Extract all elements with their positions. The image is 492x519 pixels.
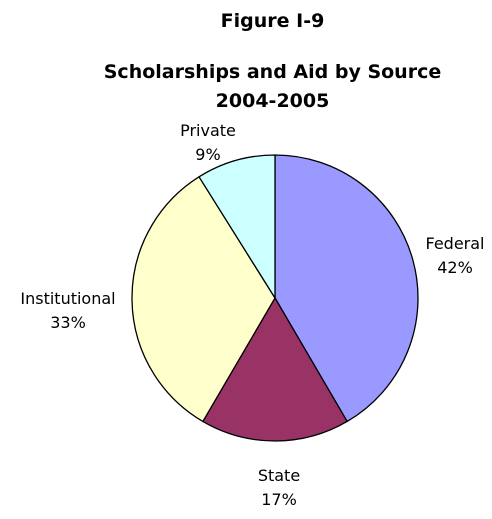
pie-slice-federal: [274, 154, 419, 423]
pie-slice-private: [198, 154, 276, 299]
slice-label-private: Private 9%: [168, 119, 248, 167]
chart-subtitle: 2004-2005: [215, 90, 330, 112]
slice-label-federal: Federal 42%: [410, 232, 492, 280]
chart-title: Scholarships and Aid by Source: [103, 61, 442, 83]
slice-label-federal-name: Federal: [425, 234, 485, 253]
pie-slice-state: [202, 297, 348, 442]
pie-slice-institutional: [131, 176, 276, 423]
chart-title-block: Scholarships and Aid by Source 2004-2005: [0, 58, 492, 116]
pie-slices: [131, 154, 419, 442]
slice-label-federal-value: 42%: [437, 258, 473, 277]
slice-label-institutional-name: Institutional: [20, 289, 116, 308]
figure-label: Figure I-9: [220, 10, 325, 32]
slice-label-private-value: 9%: [195, 145, 221, 164]
slice-label-institutional: Institutional 33%: [0, 287, 138, 335]
slice-label-state-name: State: [257, 466, 301, 485]
slice-label-institutional-value: 33%: [50, 313, 86, 332]
slice-label-private-name: Private: [180, 121, 236, 140]
slice-label-state: State 17%: [239, 464, 319, 512]
slice-label-state-value: 17%: [261, 490, 297, 509]
